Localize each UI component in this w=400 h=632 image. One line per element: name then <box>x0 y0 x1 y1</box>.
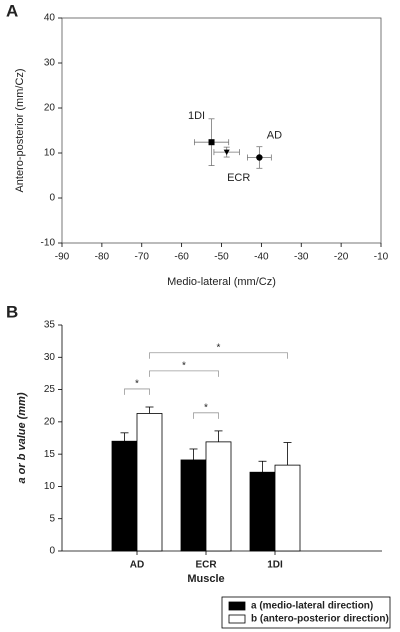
x-axis-label: Muscle <box>187 573 224 585</box>
significance-bracket <box>149 352 288 359</box>
x-axis-label: Medio-lateral (mm/Cz) <box>167 276 276 288</box>
panel-label: A <box>6 1 18 20</box>
y-tick-label: 10 <box>44 481 56 492</box>
x-tick-label: -90 <box>55 252 70 263</box>
point <box>208 139 215 146</box>
x-tick-label: -60 <box>174 252 189 263</box>
significance-label: * <box>204 402 208 413</box>
y-tick-label: 15 <box>44 449 56 460</box>
y-tick-label: 0 <box>49 193 55 204</box>
y-tick-label: 20 <box>44 103 56 114</box>
x-tick-label: ECR <box>195 560 217 571</box>
panel-label: B <box>6 302 18 321</box>
legend-swatch <box>228 614 246 624</box>
significance-bracket <box>124 388 150 395</box>
y-tick-label: 40 <box>44 13 56 24</box>
y-tick-label: 35 <box>44 320 56 331</box>
significance-bracket <box>193 412 219 419</box>
point-label: ECR <box>227 172 250 184</box>
bar <box>205 441 232 552</box>
legend-swatch <box>228 601 246 611</box>
x-tick-label: -80 <box>95 252 110 263</box>
point <box>223 149 230 156</box>
y-tick-label: 25 <box>44 384 56 395</box>
bar <box>111 440 138 552</box>
bar <box>249 471 276 552</box>
x-tick-label: AD <box>130 560 144 571</box>
point-label: AD <box>267 129 282 141</box>
y-tick-label: 30 <box>44 352 56 363</box>
x-tick-label: -50 <box>214 252 229 263</box>
bar <box>180 459 207 552</box>
x-tick-label: -70 <box>135 252 150 263</box>
significance-label: * <box>182 360 186 371</box>
significance-label: * <box>217 342 221 353</box>
y-tick-label: 20 <box>44 416 56 427</box>
y-tick-label: 0 <box>49 546 55 557</box>
significance-label: * <box>135 379 139 390</box>
y-tick-label: -10 <box>41 238 56 249</box>
x-tick-label: -30 <box>294 252 309 263</box>
y-tick-label: 5 <box>49 513 55 524</box>
y-tick-label: 10 <box>44 148 56 159</box>
legend-box <box>221 596 391 629</box>
x-tick-label: -10 <box>374 252 389 263</box>
significance-bracket <box>149 370 219 377</box>
point-label: 1DI <box>188 110 205 122</box>
x-tick-label: -20 <box>334 252 349 263</box>
plot-frame <box>61 17 382 244</box>
x-tick-label: -40 <box>254 252 269 263</box>
bar <box>274 464 301 552</box>
point <box>256 154 263 161</box>
x-tick-label: 1DI <box>267 560 283 571</box>
y-tick-label: 30 <box>44 58 56 69</box>
bar <box>136 413 163 552</box>
legend-label: b (antero-posterior direction) <box>251 614 389 625</box>
y-axis-label: a or b value (mm) <box>16 392 28 483</box>
legend-label: a (medio-lateral direction) <box>251 601 373 612</box>
y-axis-label: Antero-posterior (mm/Cz) <box>14 68 26 192</box>
